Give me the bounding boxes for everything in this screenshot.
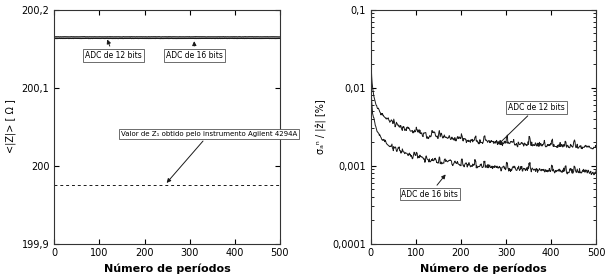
- Text: Valor de Z₁ obtido pelo instrumento Agilent 4294A: Valor de Z₁ obtido pelo instrumento Agil…: [121, 131, 298, 182]
- X-axis label: Número de períodos: Número de períodos: [420, 264, 547, 274]
- X-axis label: Número de períodos: Número de períodos: [104, 264, 230, 274]
- Text: ADC de 16 bits: ADC de 16 bits: [401, 175, 458, 199]
- Y-axis label: σₐⁿ / |ẑ| [%]: σₐⁿ / |ẑ| [%]: [316, 99, 327, 154]
- Y-axis label: <|Z|> [ Ω ]: <|Z|> [ Ω ]: [5, 100, 16, 153]
- Text: ADC de 12 bits: ADC de 12 bits: [85, 40, 142, 60]
- Text: ADC de 16 bits: ADC de 16 bits: [166, 42, 223, 60]
- Text: ADC de 12 bits: ADC de 12 bits: [499, 103, 565, 144]
